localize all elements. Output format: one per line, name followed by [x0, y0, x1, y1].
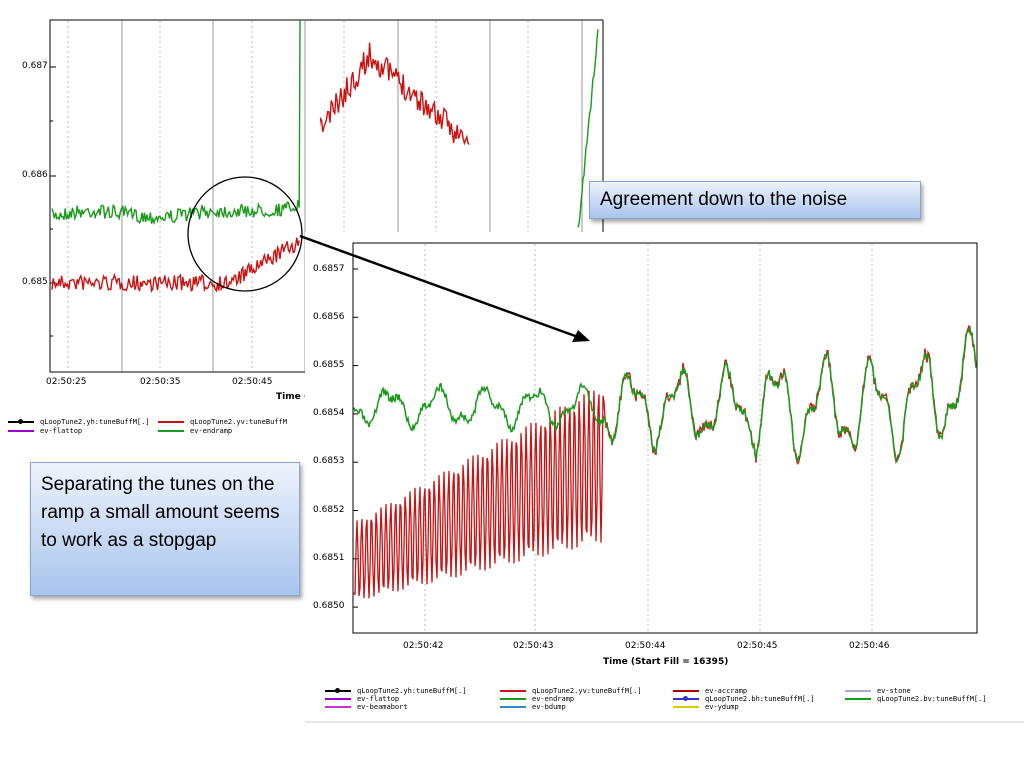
zoom-ytick-5: 0.6852: [313, 505, 345, 515]
legend-line-icon: [158, 421, 184, 423]
zoom-legend-item-yv: qLoopTune2.yv:tuneBuffM[.]: [500, 687, 642, 695]
zoom-event-lines: [424, 244, 873, 632]
left-ytick-0685: 0.685: [22, 277, 48, 287]
upper-event-lines: [343, 21, 583, 232]
legend-label: ev-endramp: [532, 695, 575, 703]
left-trace-yh: [51, 19, 301, 226]
upper-trace-yv: [320, 42, 470, 146]
legend-label: qLoopTune2.bh:tuneBuffM[.]: [705, 695, 815, 703]
left-legend-item-yv: qLoopTune2.yv:tuneBuffM: [158, 418, 287, 426]
left-xtick-3: 02:50:45: [232, 377, 273, 387]
left-legend-item-yh: qLoopTune2.yh:tuneBuffM[.]: [8, 418, 150, 426]
left-legend-item-endramp: ev-endramp: [158, 427, 232, 435]
zoom-xtick-0: 02:50:42: [403, 641, 444, 651]
zoom-ytick-0: 0.6857: [313, 264, 345, 274]
zoom-ytick-1: 0.6856: [313, 312, 345, 322]
legend-label: qLoopTune2.yv:tuneBuffM[.]: [532, 687, 642, 695]
left-plot-upper-right-svg: [320, 19, 604, 232]
legend-line-icon: [673, 690, 699, 692]
legend-line-icon: [8, 419, 34, 424]
legend-line-icon: [500, 698, 526, 700]
zoom-legend-item-bdump: ev-bdump: [500, 703, 566, 711]
zoom-legend-item-stone: ev-stone: [845, 687, 911, 695]
left-xtick-1: 02:50:25: [46, 377, 87, 387]
zoom-xtick-1: 02:50:43: [513, 641, 554, 651]
legend-label: ev-accramp: [705, 687, 748, 695]
zoom-legend: qLoopTune2.yh:tuneBuffM[.] qLoopTune2.yv…: [325, 687, 1015, 719]
callout-agreement-text: Agreement down to the noise: [600, 189, 848, 210]
left-event-lines: [67, 21, 306, 371]
callout-agreement: Agreement down to the noise: [589, 181, 921, 219]
left-plot-frame: [49, 19, 320, 373]
legend-label: ev-ydump: [705, 703, 739, 711]
zoom-ytick-4: 0.6853: [313, 456, 345, 466]
legend-line-icon: [8, 430, 34, 432]
legend-line-icon: [325, 688, 351, 693]
zoom-ytick-7: 0.6850: [313, 601, 345, 611]
left-xtick-2: 02:50:35: [140, 377, 181, 387]
legend-line-icon: [673, 696, 699, 701]
legend-label: ev-bdump: [532, 703, 566, 711]
zoom-trace-yh: [353, 325, 977, 464]
legend-line-icon: [845, 698, 871, 700]
legend-line-icon: [158, 430, 184, 432]
zoom-legend-item-endramp: ev-endramp: [500, 695, 574, 703]
legend-label: ev-beamabort: [357, 703, 408, 711]
left-ytick-0687: 0.687: [22, 61, 48, 71]
highlight-circle: [187, 176, 303, 292]
zoom-xtick-3: 02:50:45: [737, 641, 778, 651]
zoom-plot-frame: [352, 242, 978, 634]
zoom-legend-item-flattop: ev-flattop: [325, 695, 399, 703]
legend-label: ev-flattop: [40, 427, 83, 435]
callout-separating: Separating the tunes on the ramp a small…: [30, 462, 300, 596]
legend-line-icon: [325, 706, 351, 708]
left-x-title: Time (St: [276, 392, 319, 402]
left-legend-item-flattop: ev-flattop: [8, 427, 82, 435]
zoom-legend-item-accramp: ev-accramp: [673, 687, 747, 695]
legend-label: qLoopTune2.yv:tuneBuffM: [190, 418, 287, 426]
zoom-xtick-2: 02:50:44: [625, 641, 666, 651]
zoom-legend-item-beamabort: ev-beamabort: [325, 703, 408, 711]
zoom-ytick-6: 0.6851: [313, 553, 345, 563]
left-trace-yv: [51, 237, 300, 293]
legend-label: qLoopTune2.yh:tuneBuffM[.]: [40, 418, 150, 426]
callout-separating-text: Separating the tunes on the ramp a small…: [41, 474, 280, 551]
legend-label: ev-flattop: [357, 695, 400, 703]
legend-line-icon: [500, 690, 526, 692]
zoom-ytick-3: 0.6854: [313, 408, 345, 418]
zoom-trace-yv: [353, 325, 977, 599]
legend-line-icon: [500, 706, 526, 708]
legend-label: ev-endramp: [190, 427, 233, 435]
legend-label: qLoopTune2.yh:tuneBuffM[.]: [357, 687, 467, 695]
zoom-legend-item-yh: qLoopTune2.yh:tuneBuffM[.]: [325, 687, 467, 695]
zoom-legend-item-ydump: ev-ydump: [673, 703, 739, 711]
zoom-xtick-4: 02:50:46: [849, 641, 890, 651]
upper-trace-yh: [577, 29, 599, 228]
left-plot-panel: 0.687 0.686 0.685 02:50:25 02:50:35 02:5…: [0, 0, 320, 440]
legend-line-icon: [325, 698, 351, 700]
zoom-ytick-2: 0.6855: [313, 360, 345, 370]
legend-line-icon: [673, 706, 699, 708]
legend-label: qLoopTune2.bv:tuneBuffM[.]: [877, 695, 987, 703]
left-legend: qLoopTune2.yh:tuneBuffM[.] qLoopTune2.yv…: [8, 418, 318, 440]
legend-line-icon: [845, 690, 871, 692]
zoom-legend-item-bh: qLoopTune2.bh:tuneBuffM[.]: [673, 695, 815, 703]
left-plot-svg: [49, 19, 320, 373]
zoom-plot-svg: [305, 242, 1024, 723]
left-ytick-0686: 0.686: [22, 170, 48, 180]
left-plot-upper-right: [320, 0, 604, 232]
zoom-plot-panel: 0.6857 0.6856 0.6855 0.6854 0.6853 0.685…: [305, 232, 1024, 730]
zoom-legend-item-bv: qLoopTune2.bv:tuneBuffM[.]: [845, 695, 987, 703]
legend-label: ev-stone: [877, 687, 911, 695]
zoom-x-title: Time (Start Fill = 16395): [603, 657, 729, 667]
